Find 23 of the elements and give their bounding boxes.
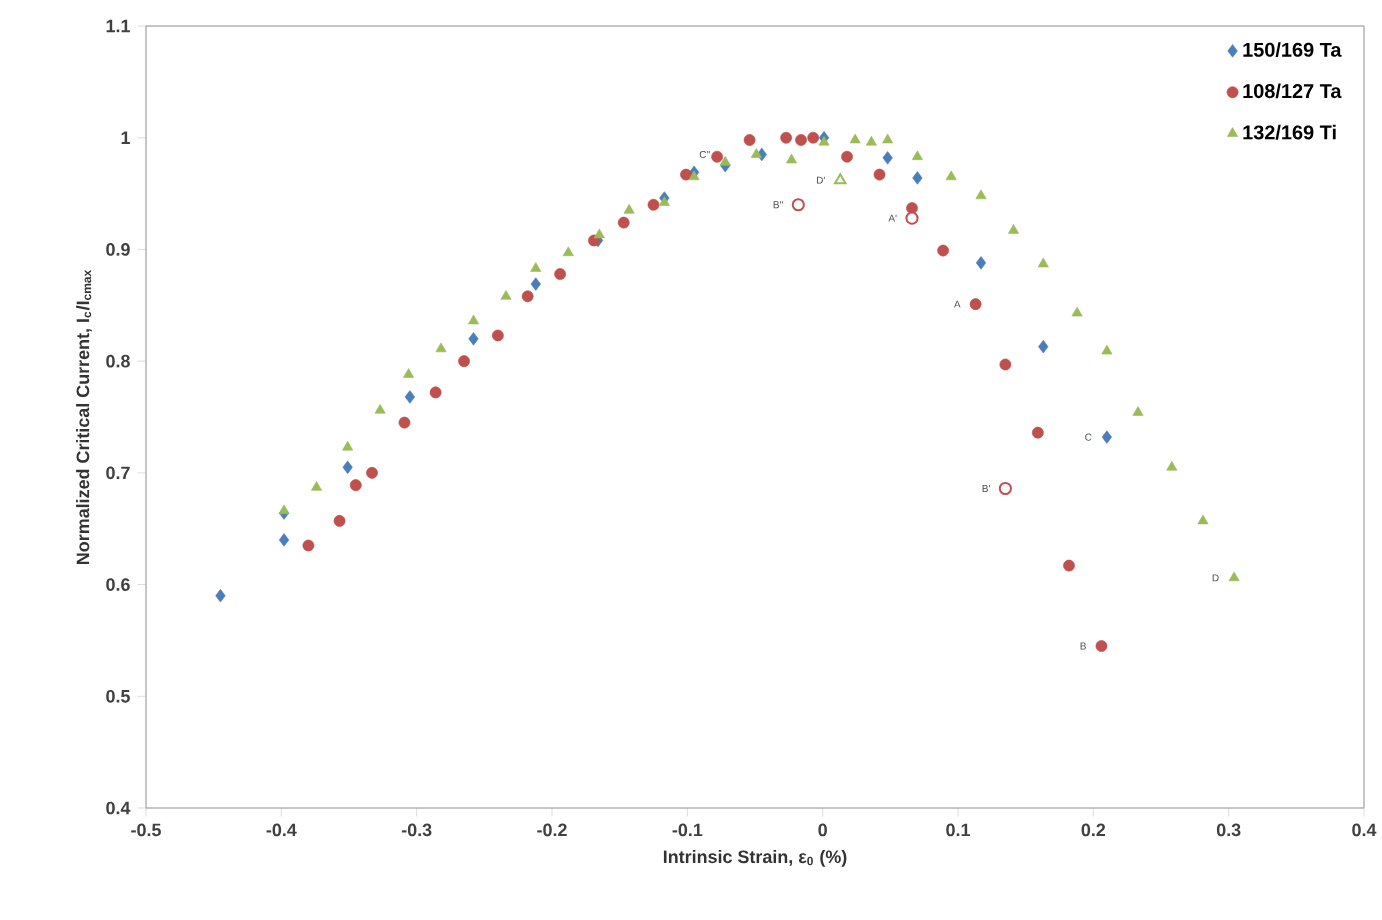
legend-label: 132/169 Ti bbox=[1243, 124, 1336, 140]
x-tick-label: 0 bbox=[818, 823, 827, 837]
x-tick-label: -0.5 bbox=[131, 823, 161, 837]
y-tick-label: 0.5 bbox=[106, 689, 130, 703]
x-tick-label: 0.3 bbox=[1216, 823, 1241, 837]
x-tick-label: -0.1 bbox=[672, 823, 703, 837]
x-axis-title: Intrinsic Strain, ε$_{0}$ (%) bbox=[663, 849, 847, 867]
y-tick-label: 0.8 bbox=[106, 354, 130, 368]
legend-label: 150/169 Ta bbox=[1243, 42, 1342, 58]
x-tick-label: 0.1 bbox=[946, 823, 970, 837]
y-tick-label: 1.1 bbox=[106, 19, 130, 33]
y-tick-label: 0.7 bbox=[106, 466, 130, 480]
x-tick-label: 0.2 bbox=[1081, 823, 1106, 837]
x-tick-label: -0.2 bbox=[537, 823, 567, 837]
y-tick-label: 0.9 bbox=[106, 243, 130, 256]
y-tick-label: 0.4 bbox=[106, 801, 131, 815]
legend-label: 108/127 Ta bbox=[1243, 83, 1342, 99]
y-tick-label: 0.6 bbox=[106, 578, 130, 591]
x-tick-label: -0.4 bbox=[266, 823, 297, 837]
y-tick-label: 1 bbox=[121, 131, 130, 144]
y-axis-title: Normalized Critical Current, I$_{c}$/I$_{cmax}$ bbox=[76, 269, 92, 564]
x-tick-label: -0.3 bbox=[401, 823, 432, 837]
x-tick-label: 0.4 bbox=[1352, 823, 1377, 837]
